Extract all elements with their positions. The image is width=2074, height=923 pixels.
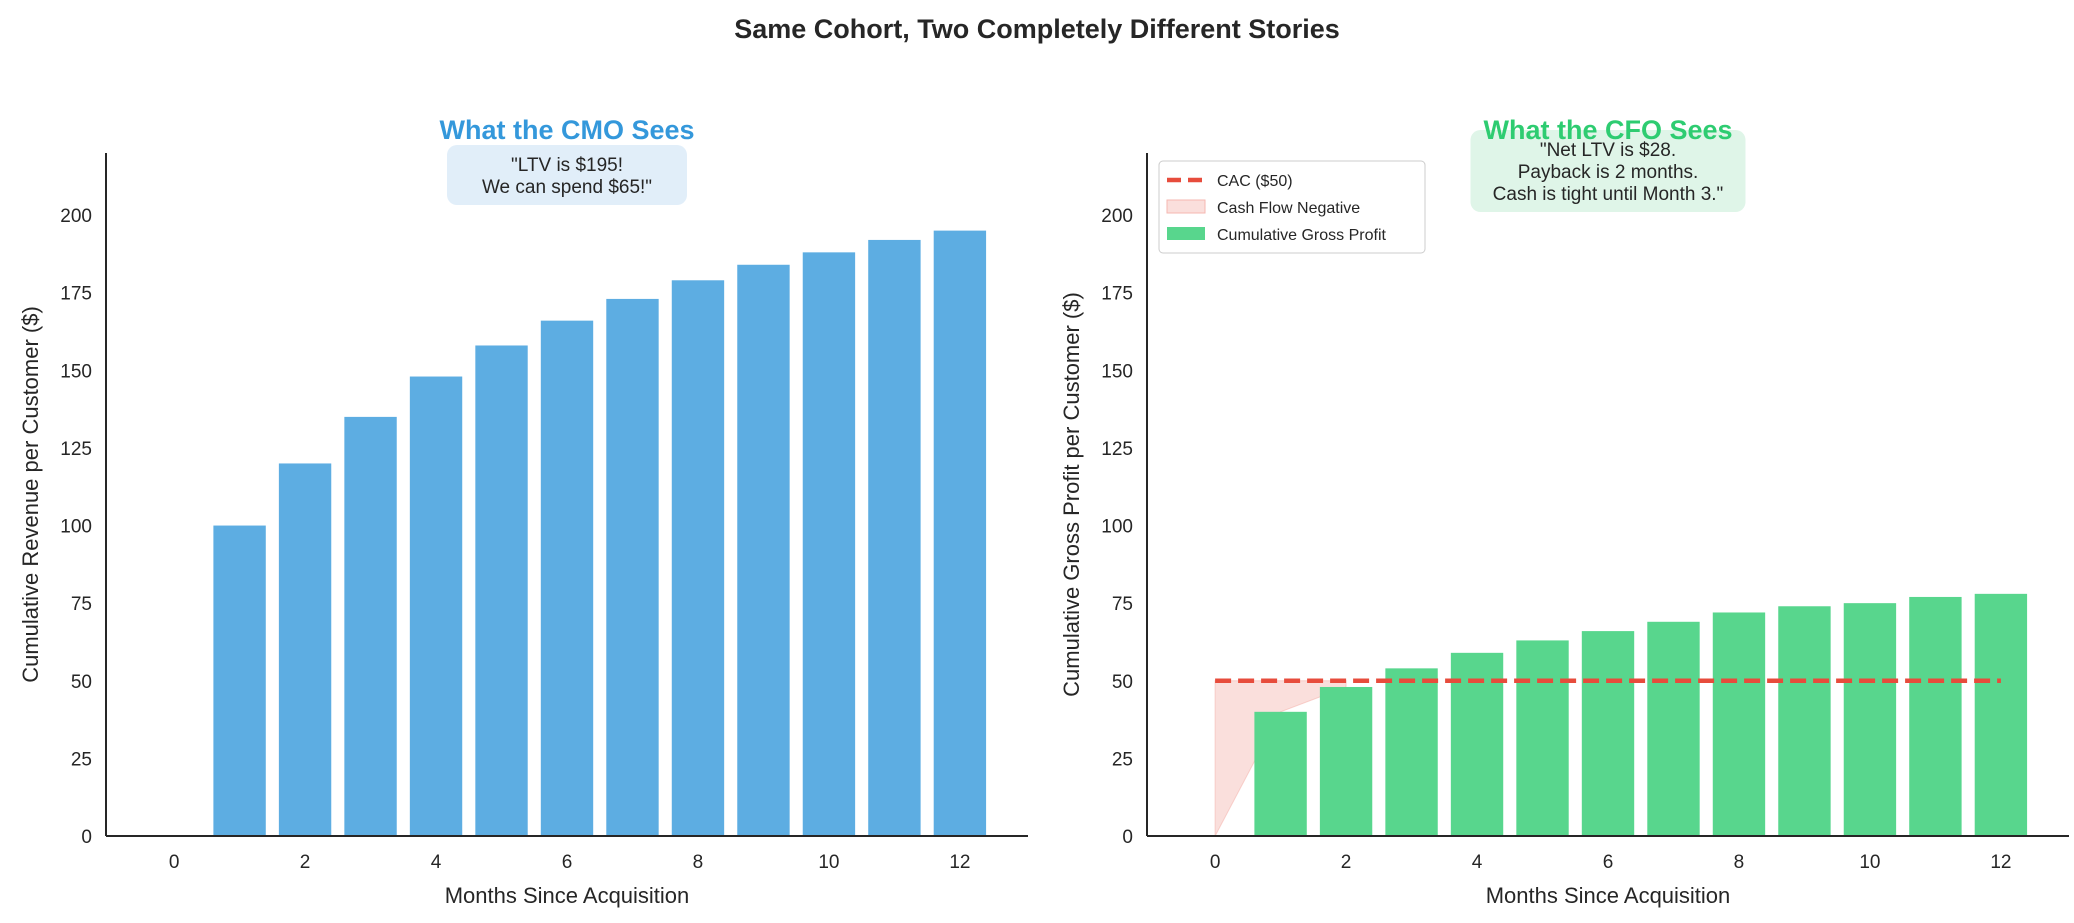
x-tick-label: 4 [1472,852,1483,873]
x-tick-label: 0 [169,852,180,873]
y-tick-label: 175 [1101,284,1133,305]
y-axis-label: Cumulative Gross Profit per Customer ($) [1059,292,1084,697]
x-tick-label: 12 [1990,852,2011,873]
y-tick-label: 200 [60,206,92,227]
cfo-chart: 0 2 4 6 8 10 12 0 25 50 75 100 125 150 175 200 Months Si… [1059,115,2069,908]
legend-fill-label: Cash Flow Negative [1217,200,1360,217]
x-axis-label: Months Since Acquisition [1486,883,1731,908]
legend-fill-swatch [1166,199,1206,214]
x-tick-label: 10 [1859,852,1880,873]
legend-bar-swatch [1167,227,1205,240]
annotation-text: Payback is 2 months. [1518,162,1699,183]
x-tick-label: 2 [300,852,311,873]
y-tick-label: 200 [1101,206,1133,227]
subplot-title: What the CMO Sees [439,115,694,145]
subplot-title: What the CFO Sees [1483,115,1732,145]
bar-month-12 [1974,593,2028,836]
bar-month-12 [933,230,987,836]
bar-month-7 [606,298,659,836]
bar-month-10 [802,252,856,836]
bar-month-2 [278,463,332,836]
annotation-text: "LTV is $195! [511,155,623,176]
y-tick-label: 125 [60,439,92,460]
bar-month-1 [1254,711,1307,836]
y-tick-label: 75 [1112,594,1133,615]
x-tick-label: 10 [818,852,839,873]
legend [1158,160,1426,254]
x-tick-label: 8 [1734,852,1745,873]
cmo-chart: 0 2 4 6 8 10 12 0 25 50 75 100 125 150 175 200 Months Si… [18,115,1028,908]
y-tick-label: 150 [60,361,92,382]
y-tick-label: 0 [81,827,92,848]
bar-month-1 [213,525,266,836]
y-tick-label: 50 [71,672,92,693]
y-tick-label: 75 [71,594,92,615]
annotation-text: Cash is tight until Month 3." [1493,184,1724,205]
bar-month-9 [1778,606,1831,836]
y-tick-label: 0 [1122,827,1133,848]
x-tick-label: 12 [949,852,970,873]
bar-month-9 [737,264,790,836]
x-axis-label: Months Since Acquisition [445,883,690,908]
bar-month-3 [1385,668,1438,836]
bar-month-4 [409,376,463,836]
bar-month-2 [1319,686,1373,836]
bar-month-6 [1581,631,1635,836]
x-tick-label: 8 [693,852,704,873]
bar-month-4 [1450,652,1504,836]
bar-month-6 [540,320,594,836]
bar-month-8 [1712,612,1766,836]
y-tick-label: 125 [1101,439,1133,460]
bar-month-10 [1843,603,1897,836]
x-tick-label: 0 [1210,852,1221,873]
y-tick-label: 150 [1101,361,1133,382]
y-tick-label: 25 [1112,749,1133,770]
annotation-text: We can spend $65!" [482,177,652,198]
bar-month-5 [475,345,528,836]
annotation-text: "Net LTV is $28. [1540,140,1676,161]
suptitle: Same Cohort, Two Completely Different St… [734,14,1340,44]
legend-bar-label: Cumulative Gross Profit [1217,227,1386,244]
x-tick-label: 6 [1603,852,1614,873]
bar-month-7 [1647,621,1700,836]
bar-month-11 [868,239,921,837]
bar-month-5 [1516,640,1569,836]
x-tick-label: 6 [562,852,573,873]
bar-month-8 [671,280,725,836]
x-tick-label: 4 [431,852,442,873]
legend-cac-label: CAC ($50) [1217,173,1293,190]
y-tick-label: 100 [1101,517,1133,538]
annotation-box [447,145,687,205]
annotation-box [1470,130,1746,212]
x-tick-label: 2 [1341,852,1352,873]
bar-month-3 [344,416,397,836]
bar-month-11 [1909,596,1962,836]
y-tick-label: 50 [1112,672,1133,693]
y-tick-label: 175 [60,284,92,305]
y-axis-label: Cumulative Revenue per Customer ($) [18,306,43,683]
y-tick-label: 100 [60,517,92,538]
y-tick-label: 25 [71,749,92,770]
